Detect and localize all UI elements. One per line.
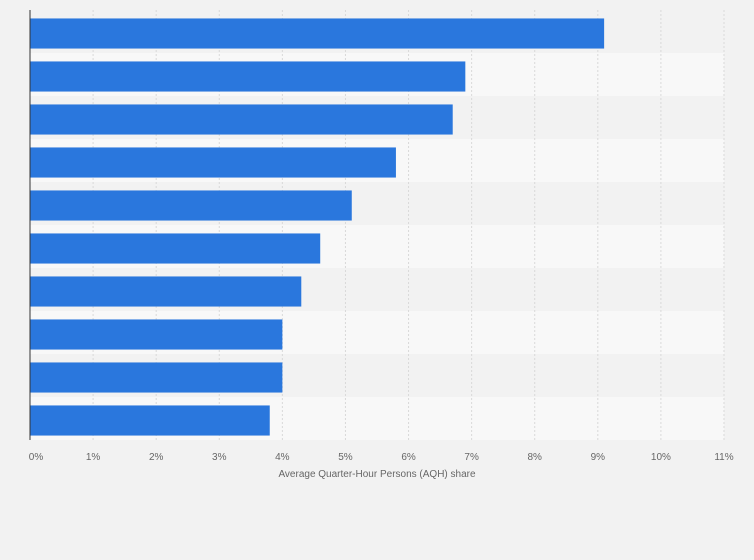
x-tick-label: 5% [338,452,353,463]
x-tick-label: 0% [29,452,44,463]
bar[interactable] [30,362,283,393]
bar[interactable] [30,319,283,350]
x-tick-label: 8% [528,452,543,463]
bar[interactable] [30,190,352,221]
x-tick-label: 4% [275,452,290,463]
x-tick-label: 6% [401,452,416,463]
bar[interactable] [30,18,605,49]
x-tick-labels: 0% 1% 2% 3% 4% 5% 6% 7% 8% 9% 10% 11% [29,452,734,463]
x-tick-label: 11% [714,452,733,463]
x-tick-label: 2% [149,452,164,463]
bar[interactable] [30,405,270,436]
x-tick-label: 7% [464,452,479,463]
bar[interactable] [30,147,396,178]
bar[interactable] [30,61,466,92]
bar[interactable] [30,233,321,264]
bars [30,18,605,436]
x-tick-label: 9% [591,452,606,463]
x-axis-title: Average Quarter-Hour Persons (AQH) share [278,469,476,480]
x-tick-label: 3% [212,452,227,463]
bar[interactable] [30,104,453,135]
x-tick-label: 10% [651,452,671,463]
x-tick-label: 1% [86,452,101,463]
bar[interactable] [30,276,302,307]
